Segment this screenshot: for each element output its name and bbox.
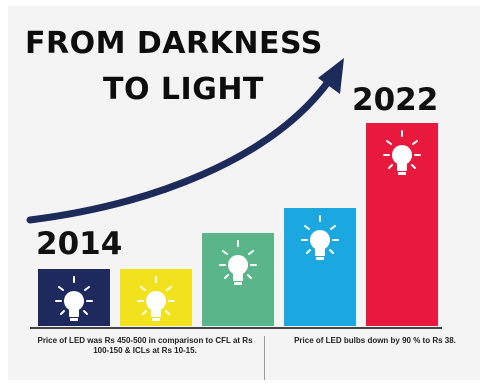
- note-right: Price of LED bulbs down by 90 % to Rs 38…: [294, 336, 456, 345]
- title-line-1: FROM DARKNESS: [25, 26, 323, 61]
- baseline: [30, 327, 442, 329]
- title-line-2: TO LIGHT: [103, 72, 264, 107]
- light-bulb-icon: [383, 130, 421, 175]
- light-bulb-icon: [219, 240, 257, 285]
- page-title: FROM DARKNESS TO LIGHT: [25, 26, 323, 108]
- note-left: Price of LED was Rs 450-500 in compariso…: [37, 336, 253, 355]
- year-end-label: 2022: [352, 82, 439, 118]
- bar-2: [120, 269, 192, 326]
- bar-5: [366, 123, 438, 326]
- light-bulb-icon: [55, 276, 93, 321]
- light-bulb-icon: [137, 276, 175, 321]
- light-bulb-icon: [301, 215, 339, 260]
- bar-4: [284, 208, 356, 326]
- year-start-label: 2014: [36, 226, 123, 262]
- footnotes: Price of LED was Rs 450-500 in compariso…: [30, 336, 480, 382]
- divider: [264, 336, 265, 380]
- bar-1: [38, 269, 110, 326]
- bar-3: [202, 233, 274, 326]
